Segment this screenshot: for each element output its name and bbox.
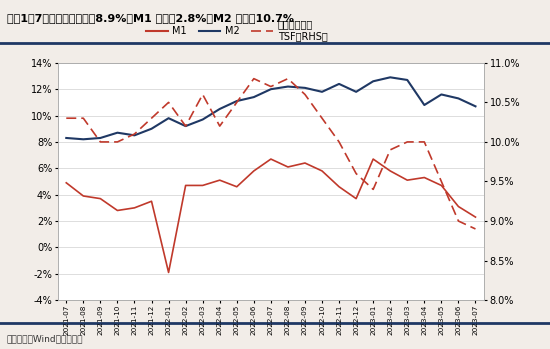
- Legend: M1, M2, 社融（右轴）
TSF（RHS）: M1, M2, 社融（右轴） TSF（RHS）: [142, 15, 331, 45]
- Text: 图表1：7月社融存量同比增8.9%、M1 同比增2.8%、M2 同比增10.7%: 图表1：7月社融存量同比增8.9%、M1 同比增2.8%、M2 同比增10.7%: [7, 13, 294, 23]
- Text: 资料来源：Wind，中信建投: 资料来源：Wind，中信建投: [7, 335, 83, 344]
